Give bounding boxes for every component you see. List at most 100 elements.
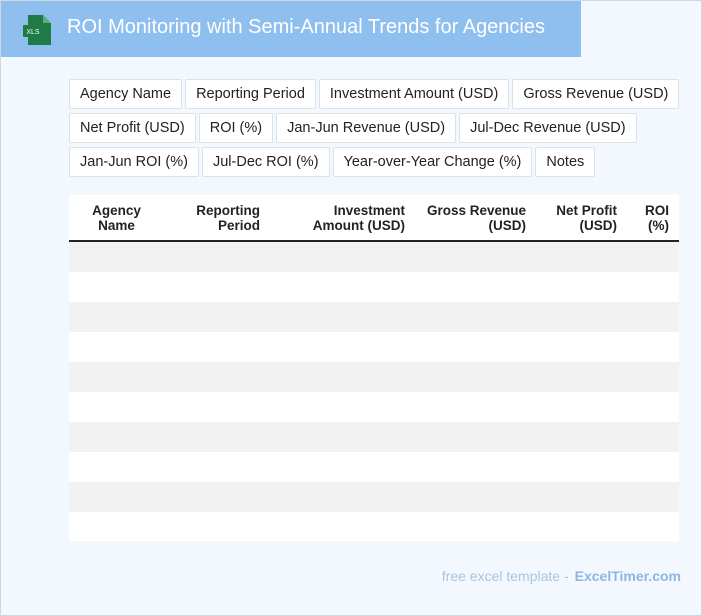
table-cell[interactable] [627,241,679,272]
table-cell[interactable] [270,362,415,392]
column-header-line: ROI [644,203,669,218]
table-cell[interactable] [415,452,536,482]
table-cell[interactable] [164,241,270,272]
table-cell[interactable] [536,452,627,482]
table-cell[interactable] [415,362,536,392]
table-cell[interactable] [627,332,679,362]
table-row[interactable] [69,272,679,302]
table-cell[interactable] [627,272,679,302]
table-cell[interactable] [415,512,536,541]
field-chip[interactable]: Gross Revenue (USD) [512,79,680,109]
field-chip[interactable]: Net Profit (USD) [69,113,196,143]
table-cell[interactable] [270,392,415,422]
table-cell[interactable] [270,512,415,541]
table-cell[interactable] [69,241,164,272]
table-cell[interactable] [536,482,627,512]
table-cell[interactable] [536,392,627,422]
table-cell[interactable] [270,422,415,452]
table-cell[interactable] [69,422,164,452]
field-chip[interactable]: Investment Amount (USD) [318,79,510,109]
table-cell[interactable] [536,302,627,332]
column-header-line: Agency [92,203,141,218]
table-cell[interactable] [164,392,270,422]
table-cell[interactable] [536,241,627,272]
field-chip[interactable]: Jul-Dec Revenue (USD) [459,113,637,143]
table-cell[interactable] [69,332,164,362]
table-cell[interactable] [627,302,679,332]
column-header-line: (USD) [488,218,527,233]
footer-text: free excel template - [441,568,569,584]
table-cell[interactable] [536,362,627,392]
table-cell[interactable] [270,302,415,332]
table-cell[interactable] [627,452,679,482]
data-table-container: Agency Name Reporting Period Investment Amoun… [69,195,679,541]
table-cell[interactable] [536,272,627,302]
field-chip[interactable]: Year-over-Year Change (%) [332,147,533,177]
table-cell[interactable] [536,332,627,362]
field-chip[interactable]: ROI (%) [198,113,274,143]
footer-brand-link[interactable]: ExcelTimer.com [574,568,681,584]
table-cell[interactable] [627,422,679,452]
table-cell[interactable] [164,512,270,541]
column-header-line: Net Profit [556,203,617,218]
column-header: Investment Amount (USD) [270,195,415,242]
column-header: ROI (%) [627,195,679,242]
table-row[interactable] [69,392,679,422]
table-cell[interactable] [627,392,679,422]
table-cell[interactable] [270,241,415,272]
table-cell[interactable] [69,452,164,482]
table-row[interactable] [69,512,679,541]
table-cell[interactable] [415,272,536,302]
field-chip[interactable]: Jul-Dec ROI (%) [201,147,330,177]
table-cell[interactable] [270,332,415,362]
page-title: ROI Monitoring with Semi-Annual Trends f… [67,16,545,38]
table-cell[interactable] [164,422,270,452]
title-bar: XLS ROI Monitoring with Semi-Annual Tren… [1,1,581,57]
field-chip[interactable]: Notes [535,147,596,177]
table-cell[interactable] [415,302,536,332]
table-cell[interactable] [270,272,415,302]
table-row[interactable] [69,482,679,512]
column-header: Gross Revenue (USD) [415,195,536,242]
table-cell[interactable] [164,362,270,392]
field-chip[interactable]: Reporting Period [185,79,316,109]
column-header-line: Period [217,218,260,233]
column-header: Net Profit (USD) [536,195,627,242]
table-row[interactable] [69,332,679,362]
table-cell[interactable] [415,241,536,272]
field-chip[interactable]: Jan-Jun ROI (%) [69,147,199,177]
table-cell[interactable] [627,362,679,392]
table-row[interactable] [69,452,679,482]
table-cell[interactable] [69,512,164,541]
table-cell[interactable] [415,422,536,452]
table-cell[interactable] [164,482,270,512]
table-cell[interactable] [164,272,270,302]
field-chip[interactable]: Jan-Jun Revenue (USD) [276,113,457,143]
table-cell[interactable] [164,332,270,362]
table-cell[interactable] [69,482,164,512]
table-cell[interactable] [415,332,536,362]
table-cell[interactable] [69,362,164,392]
table-cell[interactable] [69,302,164,332]
table-cell[interactable] [536,512,627,541]
table-cell[interactable] [164,452,270,482]
table-cell[interactable] [164,302,270,332]
table-cell[interactable] [69,272,164,302]
table-row[interactable] [69,362,679,392]
column-header-line: Gross Revenue [426,203,526,218]
table-cell[interactable] [627,482,679,512]
column-header-line: (%) [648,218,669,233]
table-cell[interactable] [415,392,536,422]
field-chip[interactable]: Agency Name [69,79,183,109]
table-cell[interactable] [270,482,415,512]
table-row[interactable] [69,241,679,272]
table-cell[interactable] [415,482,536,512]
column-header-line: Name [98,218,135,233]
table-cell[interactable] [69,392,164,422]
table-cell[interactable] [627,512,679,541]
table-row[interactable] [69,422,679,452]
table-cell[interactable] [536,422,627,452]
column-header-line: Investment [333,203,405,218]
table-cell[interactable] [270,452,415,482]
table-row[interactable] [69,302,679,332]
